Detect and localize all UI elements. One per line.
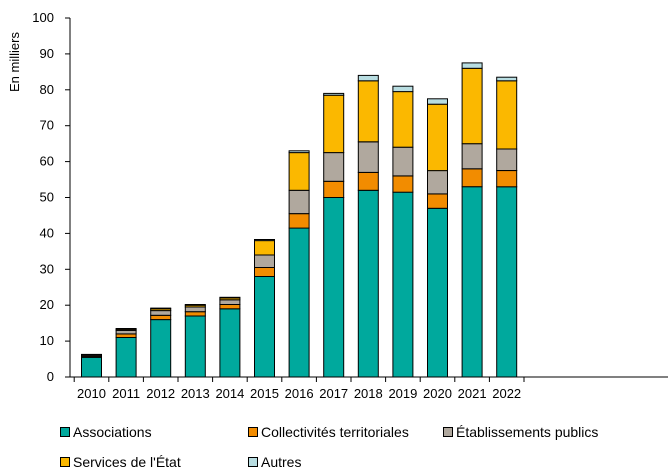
bar-2012-autres [151, 308, 171, 309]
bar-2020-services-etat [428, 104, 448, 170]
bar-2015-autres [255, 240, 275, 241]
bar-2011-autres [116, 329, 136, 330]
bar-2019-associations [393, 192, 413, 377]
bar-2020-associations [428, 208, 448, 377]
bar-2012-associations [151, 320, 171, 377]
bar-2016-associations [289, 228, 309, 377]
x-tick-label: 2010 [77, 386, 106, 401]
y-tick-label: 0 [47, 369, 54, 384]
y-tick-label: 60 [40, 154, 54, 169]
legend-swatch [60, 457, 70, 467]
bar-2018-associations [358, 190, 378, 377]
bar-2018-etablissements [358, 142, 378, 173]
legend: Associations Collectivités territoriales É… [60, 420, 660, 468]
x-tick-label: 2015 [250, 386, 279, 401]
bar-2012-etablissements [151, 311, 171, 316]
bar-2022-etablissements [497, 149, 517, 171]
y-axis-title-group: En milliers [7, 32, 22, 92]
bar-2016-autres [289, 151, 309, 153]
x-tick-label: 2022 [492, 386, 521, 401]
x-tick-label: 2017 [319, 386, 348, 401]
bar-2019-collectivites [393, 176, 413, 192]
bar-2020-autres [428, 99, 448, 104]
bar-2022-collectivites [497, 171, 517, 187]
y-tick-label: 70 [40, 118, 54, 133]
bar-2018-collectivites [358, 172, 378, 190]
bar-2014-associations [220, 309, 240, 377]
bar-2017-collectivites [324, 181, 344, 197]
bar-2015-associations [255, 277, 275, 378]
y-tick-label: 90 [40, 46, 54, 61]
bar-2021-autres [462, 63, 482, 68]
bar-2016-services-etat [289, 153, 309, 191]
bar-2017-etablissements [324, 153, 344, 182]
legend-item-etablissements: Établissements publics [443, 424, 598, 440]
bar-2014-collectivites [220, 305, 240, 309]
x-tick-label: 2021 [458, 386, 487, 401]
x-tick-label: 2020 [423, 386, 452, 401]
x-tick-label: 2011 [112, 386, 140, 401]
bar-2013-collectivites [185, 312, 205, 316]
bar-2021-etablissements [462, 144, 482, 169]
bar-2014-autres [220, 297, 240, 298]
legend-item-associations: Associations [60, 424, 152, 440]
bar-2011-associations [116, 338, 136, 378]
bar-2013-autres [185, 305, 205, 306]
bar-2017-autres [324, 93, 344, 95]
bar-2019-autres [393, 86, 413, 91]
x-tick-label: 2012 [146, 386, 175, 401]
bar-2022-autres [497, 77, 517, 81]
y-tick-label: 10 [40, 333, 54, 348]
bar-2014-etablissements [220, 300, 240, 305]
bar-2019-services-etat [393, 92, 413, 148]
bar-2013-associations [185, 316, 205, 377]
x-tick-label: 2018 [354, 386, 383, 401]
bar-2022-associations [497, 187, 517, 377]
bar-2021-services-etat [462, 68, 482, 143]
legend-item-collectivites: Collectivités territoriales [248, 424, 409, 440]
legend-swatch [60, 427, 70, 437]
legend-label: Établissements publics [456, 424, 598, 440]
legend-label: Collectivités territoriales [261, 424, 409, 440]
x-tick-label: 2016 [285, 386, 314, 401]
y-tick-label: 20 [40, 297, 54, 312]
bar-2015-etablissements [255, 255, 275, 268]
bar-2020-collectivites [428, 194, 448, 208]
legend-swatch [248, 427, 258, 437]
bar-2022-services-etat [497, 81, 517, 149]
y-tick-label: 30 [40, 261, 54, 276]
legend-label: Associations [73, 424, 152, 440]
bar-2015-collectivites [255, 268, 275, 277]
bar-2016-etablissements [289, 190, 309, 213]
bar-2018-autres [358, 75, 378, 80]
bar-2012-collectivites [151, 315, 171, 319]
x-tick-label: 2019 [388, 386, 417, 401]
bar-2021-collectivites [462, 169, 482, 187]
bar-2016-collectivites [289, 214, 309, 228]
bar-2017-services-etat [324, 95, 344, 152]
bar-2019-etablissements [393, 147, 413, 176]
y-tick-label: 100 [32, 10, 54, 25]
y-tick-label: 80 [40, 82, 54, 97]
bar-2017-associations [324, 198, 344, 378]
bar-2020-etablissements [428, 171, 448, 194]
x-tick-label: 2014 [215, 386, 244, 401]
bar-2018-services-etat [358, 81, 378, 142]
bar-2015-services-etat [255, 241, 275, 255]
bar-2021-associations [462, 187, 482, 377]
legend-swatch [443, 427, 453, 437]
bar-2013-etablissements [185, 307, 205, 312]
y-ticks: 0 10 20 30 40 50 60 70 80 90 100 [32, 10, 70, 384]
y-tick-label: 50 [40, 190, 54, 205]
y-tick-label: 40 [40, 225, 54, 240]
y-axis-title: En milliers [7, 32, 22, 92]
bar-2011-collectivites [116, 334, 136, 338]
x-tick-label: 2013 [181, 386, 210, 401]
bar-2010-associations [82, 357, 102, 377]
legend-swatch [248, 457, 258, 467]
bars [82, 63, 517, 377]
x-ticks: 2010 2011 2012 2013 2014 2015 2016 2017 2018 2019… [74, 377, 524, 401]
